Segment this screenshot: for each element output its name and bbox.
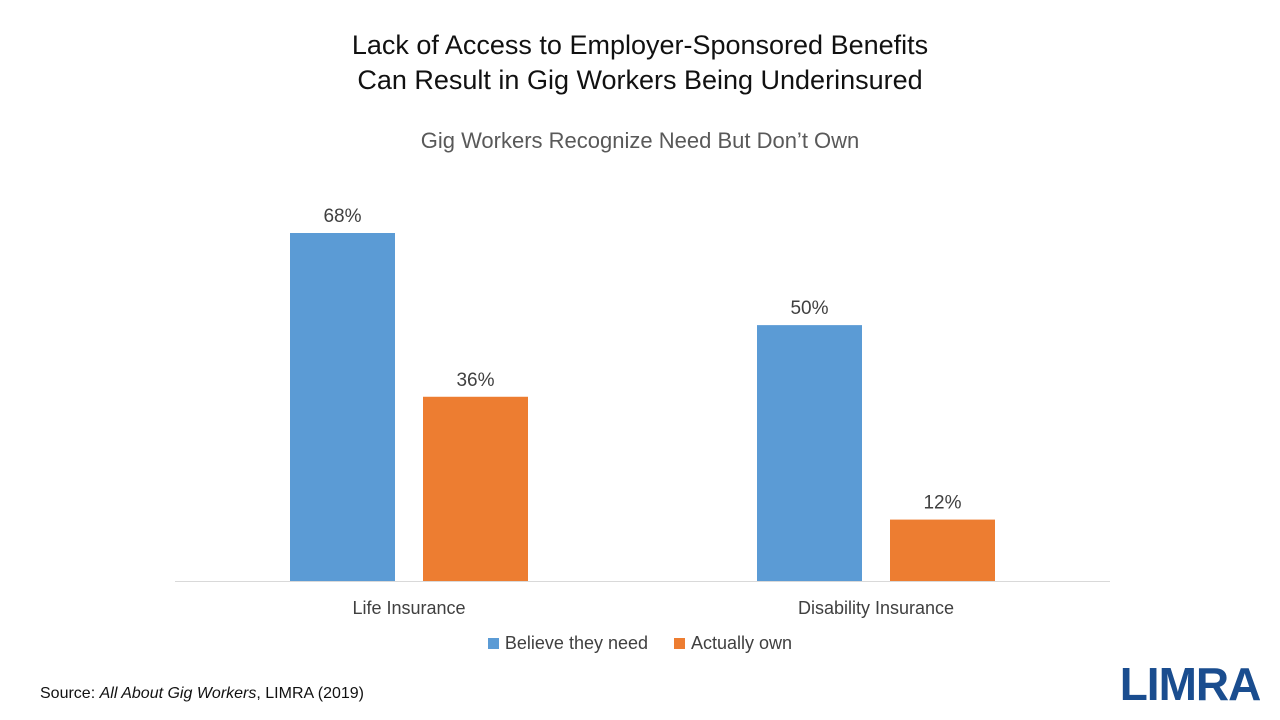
data-label-believe-0: 68%: [323, 206, 361, 227]
legend-item-believe: Believe they need: [487, 633, 649, 654]
bar-believe-0: [290, 233, 395, 581]
data-label-own-0: 36%: [456, 370, 494, 391]
bar-own-1: [890, 519, 995, 581]
legend-swatch-believe: [487, 638, 499, 649]
source-note: Source: All About Gig Workers, LIMRA (20…: [40, 685, 364, 703]
chart-title-line-2: Can Result in Gig Workers Being Underins…: [357, 65, 923, 95]
chart-subtitle: Gig Workers Recognize Need But Don’t Own: [420, 128, 860, 153]
chart-title-line-1: Lack of Access to Employer-Sponsored Ben…: [351, 30, 929, 60]
category-label-0: Life Insurance: [352, 598, 465, 618]
legend-label-believe: Believe they need: [504, 633, 649, 653]
legend-item-own: Actually own: [674, 633, 792, 654]
source-prefix: Source:: [40, 685, 100, 702]
bar-believe-1: [757, 325, 862, 581]
limra-logo-text: LIMRA: [1120, 658, 1260, 706]
chart-title: Lack of Access to Employer-Sponsored Ben…: [0, 28, 1280, 98]
chart-legend: Believe they need Actually own: [0, 633, 1280, 654]
legend-swatch-own: [674, 638, 686, 649]
legend-label-own: Actually own: [691, 633, 793, 653]
data-label-believe-1: 50%: [790, 298, 828, 319]
category-label-1: Disability Insurance: [798, 598, 954, 618]
source-suffix: , LIMRA (2019): [256, 685, 364, 702]
limra-logo: LIMRA: [1120, 658, 1260, 706]
data-label-own-1: 12%: [923, 493, 961, 514]
bar-own-0: [423, 396, 528, 581]
source-work: All About Gig Workers: [99, 685, 257, 702]
